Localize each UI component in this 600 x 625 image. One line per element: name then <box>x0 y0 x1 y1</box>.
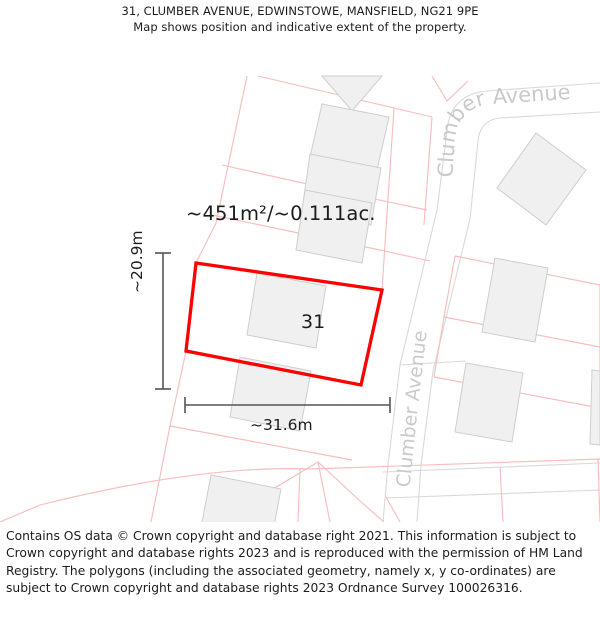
page-subtitle: Map shows position and indicative extent… <box>133 19 467 34</box>
parcel-line-bottom-v1 <box>499 466 504 523</box>
parcel-line-right-west <box>433 255 456 378</box>
copyright-text: Contains OS data © Crown copyright and d… <box>6 529 583 596</box>
map-canvas[interactable]: Clumber Avenue Clumber Avenue ~451m²/~0.… <box>0 35 600 523</box>
parcel-line-bottomleft-2 <box>317 461 331 523</box>
parcel-line-ne-wedge <box>431 75 469 102</box>
parcel-line-south-2 <box>169 425 353 461</box>
buildings <box>201 75 600 523</box>
road-connector-east <box>399 360 467 366</box>
parcel-line-north-3 <box>211 214 431 262</box>
building-east-diamond <box>496 132 587 226</box>
dimension-width-label: ~31.6m <box>250 416 313 435</box>
parcel-line-bottom-long <box>0 458 600 523</box>
building-south-1 <box>229 356 312 432</box>
parcel-line-north-2 <box>221 164 428 211</box>
parcel-line-bottom-v2 <box>297 469 301 523</box>
building-north-3 <box>295 189 373 264</box>
road-clumber-avenue-west-edge <box>382 209 438 523</box>
building-east-1 <box>481 257 549 343</box>
building-east-sliver <box>589 369 600 446</box>
building-subject-31 <box>246 272 327 349</box>
plot-area-label: ~451m²/~0.111ac. <box>186 202 376 226</box>
building-wedge-top <box>320 75 384 112</box>
copyright-footer: Contains OS data © Crown copyright and d… <box>0 522 600 598</box>
road-clumber-avenue-north <box>436 82 600 211</box>
road-clumber-avenue-east-edge <box>416 218 471 523</box>
header: 31, CLUMBER AVENUE, EDWINSTOWE, MANSFIEL… <box>0 0 600 35</box>
parcel-line-east-run-2 <box>423 116 433 226</box>
page-title: 31, CLUMBER AVENUE, EDWINSTOWE, MANSFIEL… <box>121 4 479 18</box>
parcel-boundaries <box>0 75 600 523</box>
plot-outline-highlight[interactable] <box>184 261 384 387</box>
dimension-height-label: ~20.9m <box>128 230 146 294</box>
map-vector-layer: Clumber Avenue Clumber Avenue <box>0 35 600 523</box>
building-south-2 <box>201 474 282 523</box>
road-lower-south-edge <box>385 489 600 499</box>
dimension-lines <box>155 252 391 414</box>
parcel-line-bottom-v4 <box>385 496 401 523</box>
road-network <box>382 82 600 523</box>
plot-number-label: 31 <box>301 311 326 334</box>
road-lower-north-edge <box>382 462 600 473</box>
building-east-2 <box>454 362 524 443</box>
road-clumber-avenue-north-inner <box>469 111 600 220</box>
